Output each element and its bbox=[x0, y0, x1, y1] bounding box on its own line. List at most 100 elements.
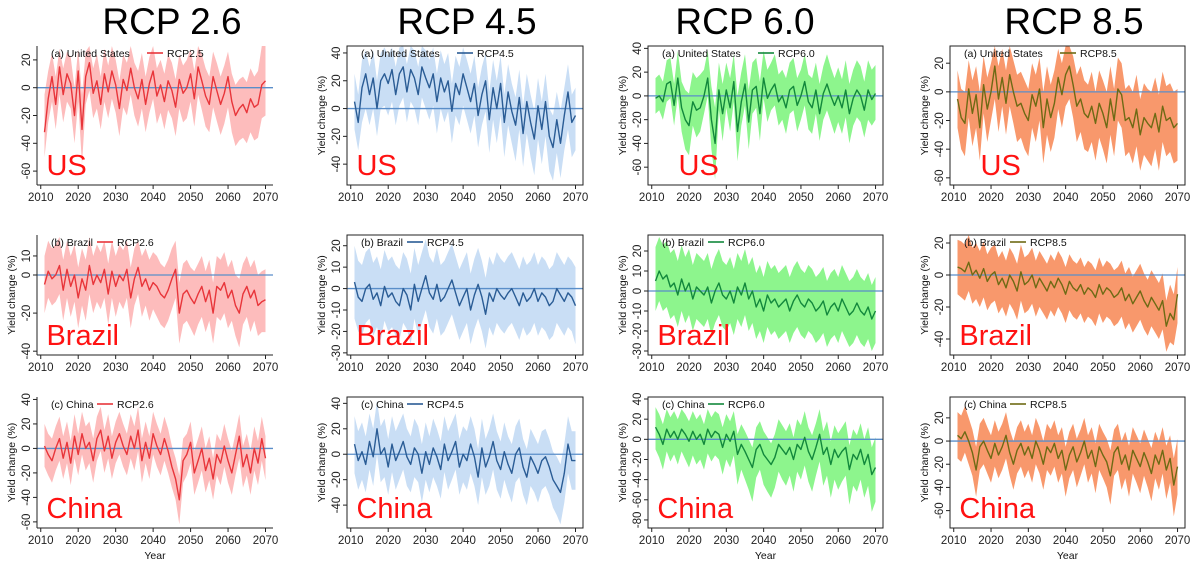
panel-us-rcp85: -60 -40 -20 0 20 2010 2020 2030 2040 2050 2060 2070… bbox=[919, 45, 1191, 204]
x-tick-label: 2030 bbox=[1016, 192, 1042, 204]
y-tick-label: -40 bbox=[21, 489, 33, 506]
panel-us-rcp26: -60 -40 -20 0 20 2010 2020 2030 2040 2050 2060 2070… bbox=[21, 46, 278, 204]
x-tick-label: 2070 bbox=[253, 192, 279, 204]
y-axis-label: Yield change (%) bbox=[6, 255, 18, 335]
country-label: US bbox=[46, 150, 86, 182]
y-tick-label: 20 bbox=[632, 413, 644, 426]
panel-br-rcp45: -30 -20 -10 0 10 20 2010 2020 2030 2040 2050 2060 20… bbox=[316, 234, 588, 374]
x-tick-label: 2010 bbox=[639, 535, 665, 547]
x-tick-label: 2060 bbox=[825, 192, 851, 204]
y-tick-label: 40 bbox=[331, 47, 343, 60]
y-axis-label: Yield change (%) bbox=[617, 76, 629, 156]
y-tick-label: -20 bbox=[934, 112, 946, 129]
x-tick-label: 2070 bbox=[253, 535, 279, 547]
legend-label: RCP6.0 bbox=[728, 399, 765, 411]
y-tick-label: -20 bbox=[331, 471, 343, 488]
y-tick-label: -40 bbox=[331, 156, 343, 173]
x-tick-label: 2030 bbox=[1016, 535, 1042, 547]
x-tick-label: 2010 bbox=[338, 362, 364, 374]
x-tick-label: 2050 bbox=[1090, 192, 1116, 204]
panel-label: (b) Brazil bbox=[361, 237, 403, 249]
y-tick-label: -40 bbox=[331, 497, 343, 514]
y-tick-label: -20 bbox=[632, 323, 644, 340]
x-tick-label: 2070 bbox=[1165, 192, 1191, 204]
y-tick-label: 20 bbox=[331, 239, 343, 252]
y-tick-label: 0 bbox=[934, 438, 946, 444]
panel-label: (b) Brazil bbox=[964, 237, 1006, 249]
panel-label: (b) Brazil bbox=[662, 237, 704, 249]
x-tick-label: 2020 bbox=[676, 192, 702, 204]
x-tick-label: 2070 bbox=[1165, 362, 1191, 374]
plot-border bbox=[346, 234, 584, 356]
x-tick-label: 2060 bbox=[1127, 535, 1153, 547]
plot-border bbox=[949, 45, 1186, 186]
series-line bbox=[43, 429, 267, 501]
plot-border bbox=[949, 234, 1186, 356]
x-tick-label: 2070 bbox=[1165, 535, 1191, 547]
x-tick-label: 2040 bbox=[1053, 362, 1079, 374]
legend-label: RCP2.6 bbox=[117, 237, 154, 249]
plot-border bbox=[647, 234, 884, 356]
series-line bbox=[353, 428, 576, 494]
x-tick-label: 2050 bbox=[788, 362, 814, 374]
x-tick-label: 2070 bbox=[863, 535, 889, 547]
country-label: US bbox=[356, 150, 396, 182]
y-tick-label: 0 bbox=[632, 288, 644, 294]
plot-area bbox=[648, 237, 883, 351]
panel-label: (b) Brazil bbox=[51, 237, 93, 249]
x-tick-label: 2040 bbox=[450, 362, 476, 374]
x-tick-label: 2050 bbox=[488, 192, 514, 204]
x-tick-label: 2060 bbox=[525, 192, 551, 204]
panel-label: (a) United States bbox=[662, 48, 741, 60]
x-tick-label: 2020 bbox=[978, 535, 1004, 547]
y-tick-label: -40 bbox=[632, 471, 644, 488]
series-line bbox=[353, 275, 577, 315]
x-tick-label: 2020 bbox=[375, 535, 401, 547]
x-tick-label: 2040 bbox=[1053, 192, 1079, 204]
x-tick-label: 2010 bbox=[28, 535, 54, 547]
panel-label: (c) China bbox=[964, 399, 1007, 411]
legend-label: RCP2.5 bbox=[167, 48, 204, 60]
x-tick-label: 2020 bbox=[676, 362, 702, 374]
y-tick-label: 40 bbox=[632, 393, 644, 406]
legend-label: RCP2.6 bbox=[117, 399, 154, 411]
plot-border bbox=[346, 45, 584, 186]
y-tick-label: -20 bbox=[21, 107, 33, 124]
country-label: China bbox=[657, 493, 734, 525]
x-tick-label: 2010 bbox=[941, 535, 967, 547]
legend-label: RCP8.5 bbox=[1030, 237, 1067, 249]
x-tick-label: 2040 bbox=[140, 192, 166, 204]
x-tick-label: 2040 bbox=[450, 192, 476, 204]
plot-area bbox=[950, 406, 1185, 517]
x-tick-label: 2030 bbox=[714, 362, 740, 374]
y-tick-label: 20 bbox=[632, 245, 644, 258]
plot-area bbox=[950, 46, 1185, 171]
x-tick-label: 2010 bbox=[338, 535, 364, 547]
country-label: US bbox=[679, 150, 719, 182]
uncertainty-band bbox=[44, 236, 266, 348]
x-axis-label: Year bbox=[755, 550, 777, 562]
y-axis-label: Yield change (%) bbox=[617, 255, 629, 335]
x-tick-label: 2060 bbox=[525, 535, 551, 547]
y-axis-label: Yield change (%) bbox=[316, 76, 328, 156]
y-tick-label: 20 bbox=[21, 418, 33, 431]
series-line bbox=[43, 62, 267, 133]
y-tick-label: 0 bbox=[21, 84, 33, 90]
x-axis-label: Year bbox=[144, 550, 166, 562]
series-line bbox=[957, 431, 1179, 486]
uncertainty-band bbox=[354, 400, 576, 525]
series-line bbox=[353, 66, 577, 149]
y-tick-label: -40 bbox=[21, 135, 33, 152]
y-tick-label: -20 bbox=[934, 299, 946, 316]
x-tick-label: 2040 bbox=[140, 535, 166, 547]
scenario-title-3: RCP 6.0 bbox=[675, 1, 814, 42]
x-tick-label: 2020 bbox=[65, 535, 91, 547]
x-tick-label: 2010 bbox=[28, 192, 54, 204]
x-tick-label: 2030 bbox=[103, 192, 129, 204]
legend-label: RCP4.5 bbox=[427, 399, 464, 411]
x-tick-label: 2030 bbox=[103, 362, 129, 374]
y-tick-label: -60 bbox=[21, 163, 33, 180]
country-label: Brazil bbox=[959, 320, 1032, 352]
